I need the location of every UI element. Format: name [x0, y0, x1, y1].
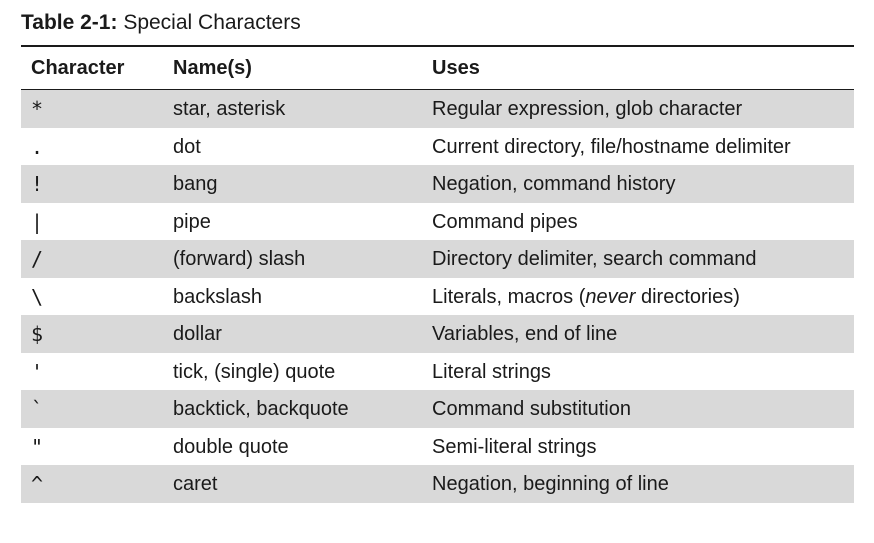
cell-uses-text: Command substitution	[432, 398, 631, 420]
cell-character: ^	[31, 472, 44, 496]
cell-names: star, asterisk	[173, 98, 286, 120]
table-number: Table 2-1:	[21, 11, 118, 34]
table-row: " double quote Semi-literal strings	[21, 428, 854, 466]
cell-uses: Directory delimiter, search command	[432, 246, 757, 272]
cell-character: \	[31, 284, 44, 309]
cell-names: caret	[173, 473, 218, 495]
cell-uses-text: Directory delimiter, search command	[432, 248, 757, 270]
cell-names: dollar	[173, 323, 222, 345]
cell-character: .	[31, 134, 44, 159]
table-row: / (forward) slash Directory delimiter, s…	[21, 240, 854, 278]
cell-character: |	[31, 209, 44, 234]
table-header-row: Character Name(s) Uses	[21, 47, 854, 89]
header-character: Character	[31, 57, 125, 79]
table-row: * star, asterisk Regular expression, glo…	[21, 90, 854, 128]
cell-names: backtick, backquote	[173, 398, 349, 420]
cell-uses: Negation, command history	[432, 171, 675, 197]
cell-names: double quote	[173, 435, 289, 458]
table-body: * star, asterisk Regular expression, glo…	[21, 90, 854, 503]
cell-uses-text: Literal strings	[432, 360, 551, 383]
top-rule	[21, 45, 854, 47]
cell-names: (forward) slash	[173, 248, 306, 270]
header-rule	[21, 89, 854, 90]
cell-uses: Command pipes	[432, 209, 578, 235]
cell-uses-text: Negation, command history	[432, 173, 676, 195]
cell-character: '	[31, 359, 44, 384]
table-row: $ dollar Variables, end of line	[21, 315, 854, 353]
table-row: ` backtick, backquote Command substituti…	[21, 390, 854, 428]
cell-uses-text: Command pipes	[432, 210, 578, 233]
cell-uses-text: Semi-literal strings	[432, 435, 597, 458]
table-title: Special Characters	[123, 11, 301, 34]
cell-uses: Literals, macros (never directories)	[432, 284, 740, 310]
cell-names: tick, (single) quote	[173, 360, 336, 383]
cell-names: dot	[173, 135, 201, 158]
table-row: ^ caret Negation, beginning of line	[21, 465, 854, 503]
table-row: ' tick, (single) quote Literal strings	[21, 353, 854, 391]
cell-uses-text: Regular expression, glob character	[432, 98, 743, 120]
cell-uses-text: Literals, macros (	[432, 285, 586, 308]
cell-uses: Negation, beginning of line	[432, 471, 669, 497]
table-row: ! bang Negation, command history	[21, 165, 854, 203]
cell-uses: Current directory, file/hostname delimit…	[432, 134, 791, 160]
header-names: Name(s)	[173, 57, 252, 79]
cell-uses: Command substitution	[432, 396, 631, 422]
cell-character: /	[31, 247, 44, 271]
table-row: \ backslash Literals, macros (never dire…	[21, 278, 854, 316]
cell-character: "	[31, 434, 44, 459]
cell-names: bang	[173, 173, 218, 195]
cell-uses-text: Variables, end of line	[432, 323, 618, 345]
cell-character: $	[31, 322, 44, 346]
cell-uses: Semi-literal strings	[432, 434, 596, 460]
header-uses: Uses	[432, 57, 480, 79]
cell-character: *	[31, 97, 44, 121]
table-row: | pipe Command pipes	[21, 203, 854, 241]
cell-names: backslash	[173, 285, 262, 308]
cell-uses-text: Negation, beginning of line	[432, 473, 669, 495]
cell-character: `	[31, 397, 44, 421]
cell-character: !	[31, 172, 44, 196]
cell-uses-text: Current directory, file/hostname delimit…	[432, 135, 791, 158]
table-caption: Table 2-1: Special Characters	[21, 10, 301, 36]
cell-names: pipe	[173, 210, 211, 233]
cell-uses: Variables, end of line	[432, 321, 617, 347]
table-row: . dot Current directory, file/hostname d…	[21, 128, 854, 166]
cell-uses-emphasis: never	[585, 285, 636, 308]
cell-uses: Regular expression, glob character	[432, 96, 742, 122]
cell-uses-suffix: directories)	[635, 285, 740, 308]
cell-uses: Literal strings	[432, 359, 551, 385]
